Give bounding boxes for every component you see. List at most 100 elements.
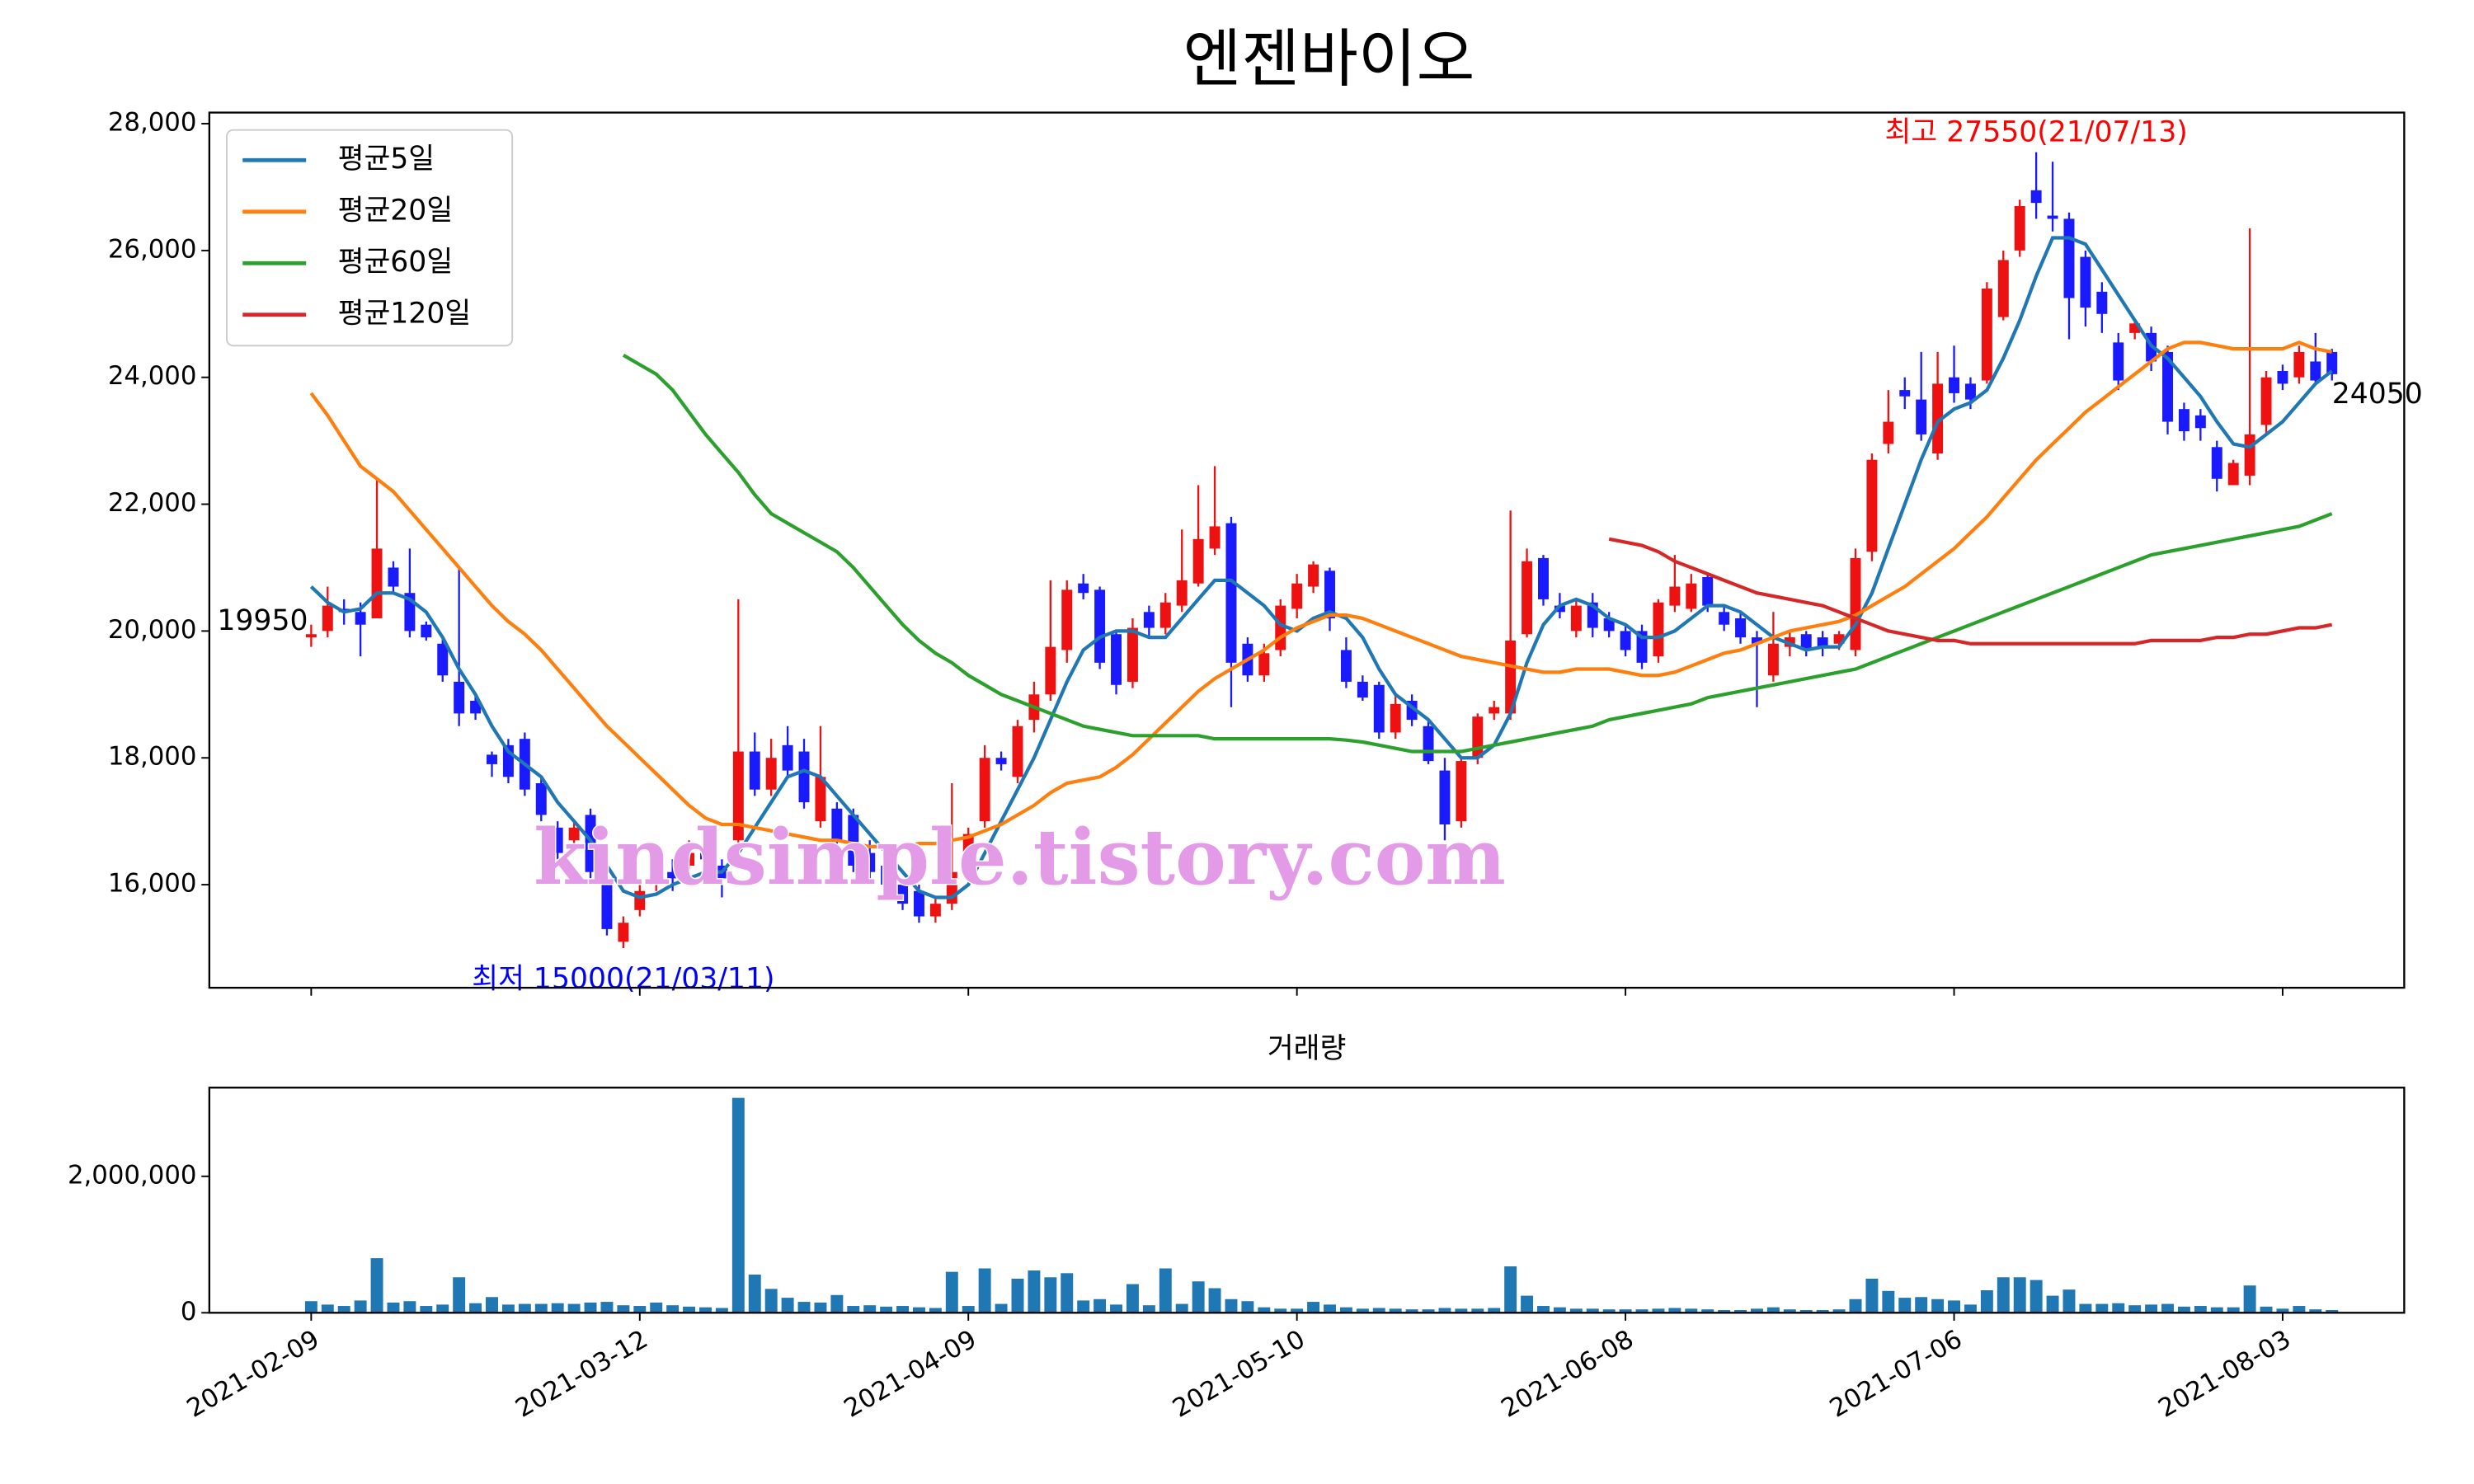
volume-bar (1602, 1309, 1616, 1313)
last-close-label: 24050 (2332, 378, 2423, 411)
candle-body (2162, 351, 2173, 422)
volume-bar (551, 1303, 564, 1313)
volume-bar (469, 1303, 482, 1313)
volume-bar (814, 1302, 827, 1313)
volume-bar (1389, 1308, 1402, 1313)
candles (305, 152, 2338, 948)
volume-bar (1882, 1290, 1895, 1313)
candle-body (568, 827, 580, 841)
candle-body (371, 548, 383, 618)
candle-body (601, 885, 613, 929)
volume-bar (584, 1302, 597, 1313)
candle-body (487, 754, 497, 764)
candle-body (2063, 218, 2075, 298)
candle-body (2260, 377, 2272, 425)
volume-bar (1997, 1277, 2010, 1313)
volume-bar (1685, 1308, 1698, 1313)
candle-body (651, 871, 662, 885)
volume-bar (2161, 1303, 2174, 1313)
volume-bar (1142, 1305, 1155, 1313)
candle-body (1883, 421, 1894, 444)
volume-bar (420, 1306, 433, 1313)
volume-bar (1356, 1308, 1369, 1313)
volume-bar (1061, 1273, 1074, 1313)
candle-body (1061, 589, 1073, 650)
candle-body (1833, 634, 1845, 644)
candle-body (1324, 571, 1335, 618)
candle-body (470, 701, 482, 714)
volume-bar (486, 1297, 498, 1313)
volume-bar (995, 1303, 1008, 1313)
volume-bar (1028, 1270, 1041, 1313)
candle-body (1735, 618, 1747, 638)
volume-bar (962, 1306, 975, 1313)
first-close-label: 19950 (217, 604, 308, 637)
candle-body (535, 783, 547, 815)
volume-bar (1931, 1298, 1945, 1313)
volume-bar (1044, 1277, 1057, 1313)
volume-bar (600, 1302, 614, 1313)
volume-bar (1849, 1298, 1862, 1313)
volume-bar (370, 1258, 383, 1313)
candle-body (2310, 361, 2321, 381)
y-tick-label: 26,000 (108, 234, 197, 264)
y-tick-label: 24,000 (108, 361, 197, 391)
candle-body (437, 643, 449, 676)
volume-bar (1718, 1309, 1731, 1313)
volume-bar (1553, 1307, 1566, 1313)
candle-body (782, 744, 793, 771)
volume-bar (863, 1305, 877, 1313)
candle-body (929, 904, 941, 917)
volume-bar (781, 1298, 794, 1313)
candle-body (2293, 351, 2305, 378)
volume-bar (1405, 1309, 1418, 1313)
volume-bar (1964, 1304, 1977, 1313)
candle-body (388, 567, 399, 587)
y-tick-label: 18,000 (108, 742, 197, 772)
volume-bar (748, 1274, 761, 1313)
volume-bar (617, 1305, 630, 1313)
candle-body (749, 751, 760, 790)
volume-bar (1635, 1309, 1649, 1313)
volume-bar (896, 1306, 910, 1313)
candle-body (1308, 564, 1319, 587)
volume-bar (1701, 1309, 1714, 1313)
volume-bar (1192, 1281, 1205, 1313)
candle-body (1686, 583, 1697, 609)
legend-label: 평균120일 (338, 298, 472, 331)
candle-body (1899, 390, 1911, 397)
volume-bar (501, 1304, 515, 1313)
volume-bar (1159, 1268, 1172, 1313)
candle-body (322, 605, 333, 632)
y-tick-label: 20,000 (108, 615, 197, 645)
volume-bar (1619, 1309, 1632, 1313)
volume-bar (403, 1301, 416, 1313)
volume-bar (2062, 1289, 2076, 1313)
candle-body (1538, 557, 1549, 599)
candle-body (1126, 627, 1138, 682)
volume-bar (1094, 1298, 1107, 1313)
volume-bar (929, 1308, 942, 1313)
candle-body (1505, 640, 1517, 714)
y-tick-label: 22,000 (108, 488, 197, 518)
candle-body (1669, 586, 1681, 606)
candle-body (355, 612, 366, 625)
candle-body (2326, 351, 2338, 374)
volume-bar (1652, 1308, 1665, 1313)
volume-bar (1011, 1278, 1024, 1313)
volume-bar (1372, 1308, 1385, 1313)
candle-body (979, 758, 990, 822)
candle-body (1702, 577, 1714, 606)
candle-body (1489, 707, 1500, 714)
volume-bar (1438, 1308, 1451, 1313)
volume-bar (1816, 1309, 1829, 1313)
volume-bar (1471, 1308, 1484, 1313)
legend-label: 평균20일 (338, 195, 454, 228)
watermark: kindsimple.tistory.com (534, 812, 1506, 902)
candle-body (421, 624, 432, 638)
candle-body (1456, 761, 1467, 822)
volume-bar (2243, 1285, 2256, 1313)
legend-box (226, 129, 514, 347)
legend-label: 평균60일 (338, 246, 454, 279)
candle-body (2047, 215, 2058, 219)
